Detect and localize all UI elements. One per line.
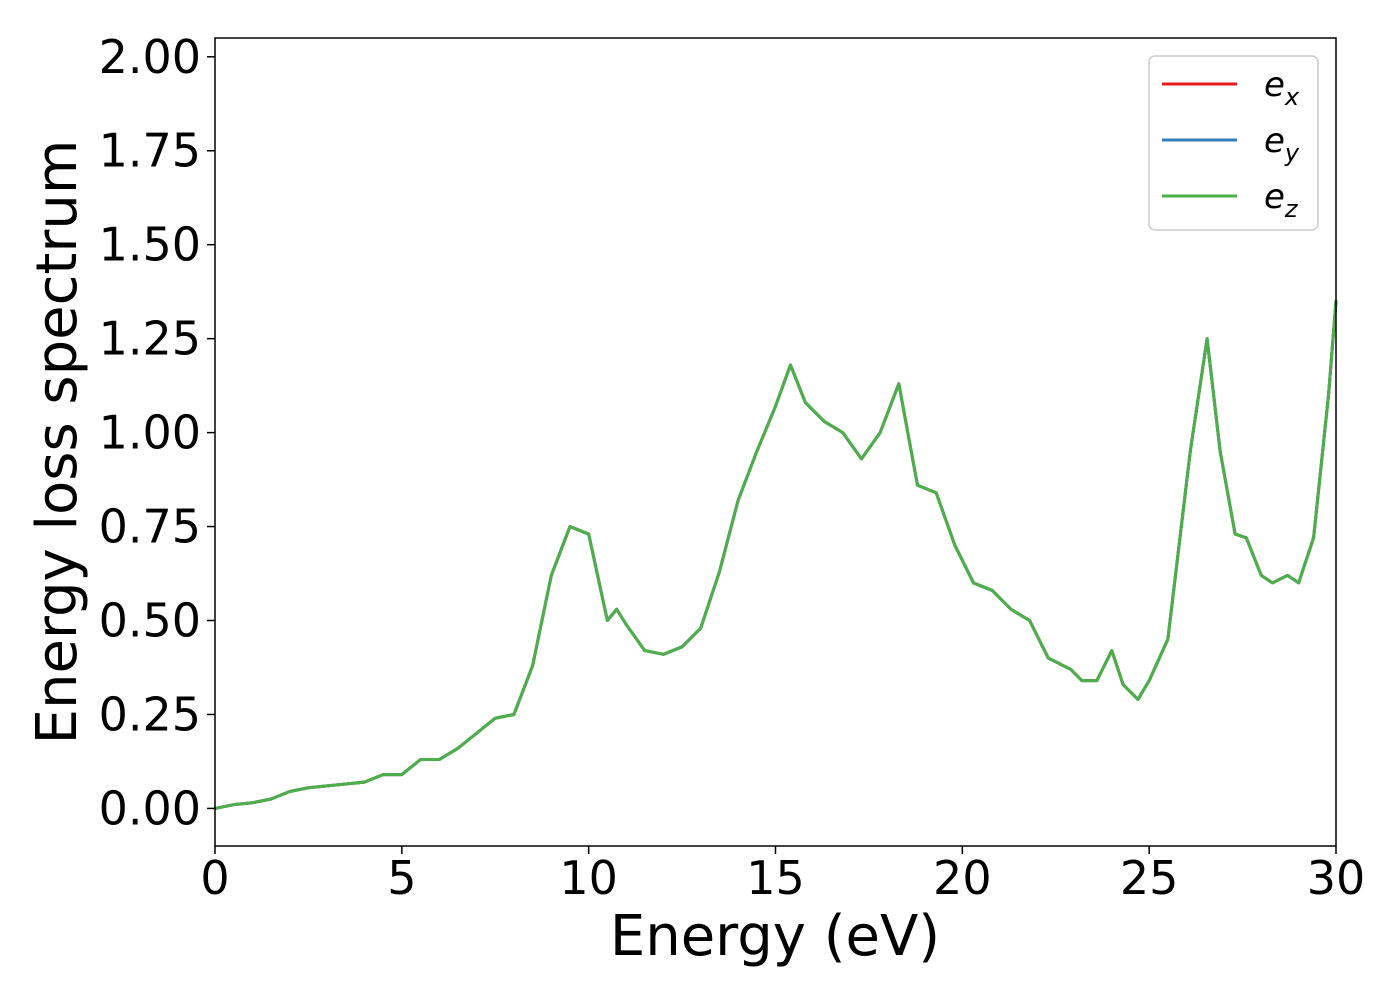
x-tick-label: 30 bbox=[1307, 851, 1366, 905]
legend-label-x: ex bbox=[1264, 65, 1300, 111]
legend-label-z: ez bbox=[1264, 177, 1299, 223]
y-tick-label: 0.50 bbox=[99, 594, 201, 648]
x-tick-label: 5 bbox=[387, 851, 416, 905]
legend: ex ey ez bbox=[1148, 55, 1319, 231]
y-tick-label: 0.00 bbox=[99, 781, 201, 835]
series-layer bbox=[213, 299, 1338, 810]
y-tick-label: 0.75 bbox=[99, 500, 201, 554]
x-tick-label: 15 bbox=[746, 851, 805, 905]
x-tick-label: 0 bbox=[200, 851, 229, 905]
y-tick-label: 1.50 bbox=[99, 218, 201, 272]
y-tick-label: 1.75 bbox=[99, 124, 201, 178]
y-tick-label: 2.00 bbox=[99, 30, 201, 84]
x-tick-label: 25 bbox=[1120, 851, 1179, 905]
legend-items: ex ey ez bbox=[1162, 65, 1300, 223]
legend-box bbox=[1148, 55, 1319, 231]
x-tick-label: 10 bbox=[559, 851, 618, 905]
y-axis: 0.00 0.25 0.50 0.75 1.00 1.25 1.50 1.75 2.00 bbox=[99, 30, 215, 835]
y-tick-label: 1.00 bbox=[99, 406, 201, 460]
x-tick-label: 20 bbox=[933, 851, 992, 905]
x-axis: 0 5 10 15 20 25 30 bbox=[200, 846, 1365, 905]
series-line-z bbox=[213, 299, 1338, 810]
x-axis-label: Energy (eV) bbox=[610, 904, 940, 969]
y-tick-label: 0.25 bbox=[99, 687, 201, 741]
y-tick-label: 1.25 bbox=[99, 312, 201, 366]
legend-label-y: ey bbox=[1264, 121, 1300, 167]
y-axis-label: Energy loss spectrum bbox=[25, 140, 90, 745]
